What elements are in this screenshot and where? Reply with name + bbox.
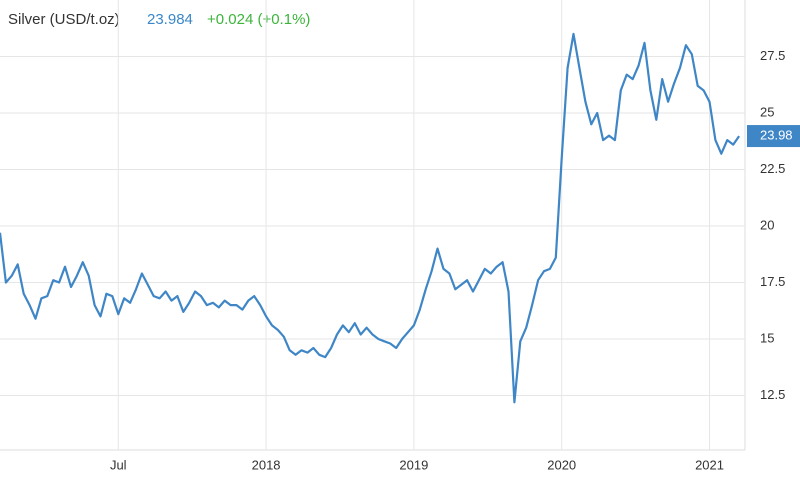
y-tick-label: 15 <box>760 330 774 345</box>
chart-title: Silver (USD/t.oz) <box>8 11 120 28</box>
last-value-box <box>747 125 800 148</box>
price: 23.984 <box>147 11 193 28</box>
y-tick-label: 22.5 <box>760 161 785 176</box>
x-tick-label: 2020 <box>547 457 576 472</box>
x-tick-label: 2021 <box>695 457 724 472</box>
y-tick-label: 12.5 <box>760 387 785 402</box>
price-line <box>0 32 741 404</box>
x-tick-label: 2018 <box>252 457 281 472</box>
x-tick-label: Jul <box>110 457 127 472</box>
y-tick-label: 25 <box>760 104 774 119</box>
y-tick-label: 27.5 <box>760 48 785 63</box>
y-tick-label: 20 <box>760 217 774 232</box>
change: +0.024 (+0.1%) <box>207 11 310 28</box>
last-value-label: 23.98 <box>760 127 793 142</box>
x-tick-label: 2019 <box>399 457 428 472</box>
y-tick-label: 17.5 <box>760 274 785 289</box>
